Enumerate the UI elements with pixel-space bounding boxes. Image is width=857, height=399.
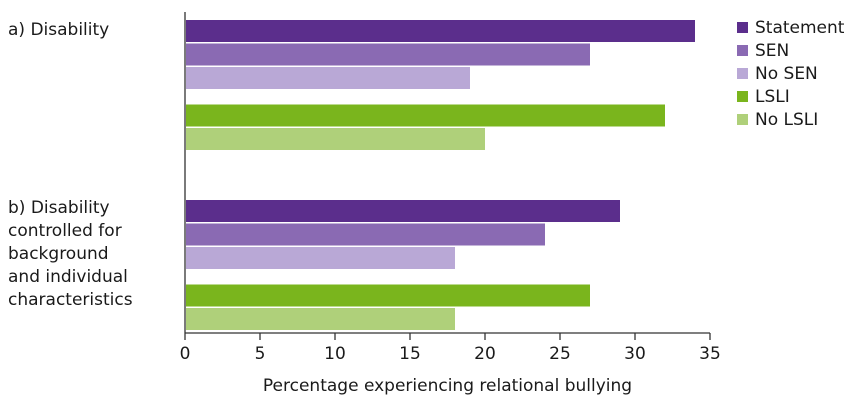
bar-sen	[186, 223, 545, 246]
legend-swatch	[737, 45, 748, 56]
legend-label: Statement	[755, 17, 845, 38]
group-label: a) Disability	[8, 19, 109, 42]
bar-statement	[186, 20, 695, 42]
bars-layer	[186, 20, 695, 330]
x-tick-label: 20	[474, 344, 496, 364]
x-tick-label: 5	[255, 344, 266, 364]
x-tick-label: 10	[324, 344, 346, 364]
x-tick-label: 30	[624, 344, 646, 364]
legend-swatch	[737, 68, 748, 79]
bar-lsli	[186, 104, 665, 127]
legend-swatch	[737, 114, 748, 125]
legend-item: LSLI	[737, 85, 844, 108]
group-label-line: b) Disability	[8, 198, 110, 218]
legend-item: Statement	[737, 16, 844, 39]
legend-item: No LSLI	[737, 108, 844, 131]
bar-no-lsli	[186, 128, 485, 150]
x-tick-label: 15	[399, 344, 421, 364]
group-label-line: and individual	[8, 267, 128, 287]
legend-item: SEN	[737, 39, 844, 62]
legend: Statement SEN No SEN LSLI No LSLI	[737, 16, 844, 131]
legend-label: No LSLI	[755, 109, 819, 130]
bar-no-sen	[186, 247, 455, 269]
legend-label: No SEN	[755, 63, 818, 84]
bar-no-sen	[186, 67, 470, 89]
bar-no-lsli	[186, 308, 455, 330]
bar-lsli	[186, 284, 590, 307]
x-tick-label: 35	[699, 344, 721, 364]
group-label-line: characteristics	[8, 290, 133, 310]
x-tick-label: 25	[549, 344, 571, 364]
legend-label: LSLI	[755, 86, 790, 107]
group-label-line: background	[8, 244, 109, 264]
legend-item: No SEN	[737, 62, 844, 85]
group-label-line: controlled for	[8, 221, 122, 241]
group-label: b) Disability controlled for background and…	[8, 197, 133, 312]
group-label-line: a) Disability	[8, 20, 110, 40]
bar-sen	[186, 43, 590, 66]
legend-swatch	[737, 91, 748, 102]
x-axis-ticks: 0 5 10 15 20 25 30 35	[180, 333, 721, 364]
legend-swatch	[737, 22, 748, 33]
legend-label: SEN	[755, 40, 790, 61]
x-axis-title: Percentage experiencing relational bully…	[263, 376, 632, 396]
bar-statement	[186, 200, 620, 222]
x-tick-label: 0	[180, 344, 191, 364]
